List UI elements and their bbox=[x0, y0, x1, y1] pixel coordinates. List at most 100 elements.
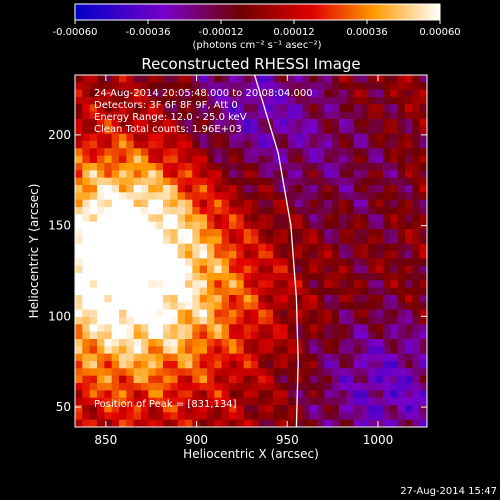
heatmap-cell bbox=[295, 346, 303, 355]
heatmap-cell bbox=[243, 214, 252, 223]
heatmap-cell bbox=[265, 390, 274, 399]
heatmap-cell bbox=[397, 265, 406, 274]
heatmap-cell bbox=[207, 251, 215, 259]
heatmap-cell bbox=[199, 383, 208, 391]
heatmap-cell bbox=[155, 111, 164, 120]
heatmap-cell bbox=[368, 192, 377, 201]
heatmap-cell bbox=[177, 148, 186, 157]
heatmap-cell bbox=[317, 419, 325, 427]
heatmap-cell bbox=[390, 163, 399, 171]
heatmap-cell bbox=[353, 133, 362, 142]
heatmap-cell bbox=[280, 405, 289, 413]
heatmap-cell bbox=[199, 375, 208, 384]
heatmap-cell bbox=[163, 236, 171, 245]
heatmap-cell bbox=[331, 251, 340, 259]
heatmap-cell bbox=[111, 353, 120, 362]
heatmap-cell bbox=[295, 221, 303, 230]
heatmap-cell bbox=[324, 353, 333, 362]
heatmap-cell bbox=[185, 141, 193, 149]
heatmap-cell bbox=[361, 97, 369, 105]
heatmap-cell bbox=[221, 346, 230, 355]
heatmap-cell bbox=[280, 346, 289, 355]
heatmap-cell bbox=[236, 207, 245, 215]
heatmap-cell bbox=[177, 273, 186, 281]
heatmap-cell bbox=[309, 199, 318, 208]
heatmap-cell bbox=[229, 148, 237, 157]
heatmap-cell bbox=[185, 82, 193, 91]
heatmap-cell bbox=[111, 273, 120, 281]
heatmap-cell bbox=[251, 163, 259, 171]
colorbar bbox=[74, 3, 441, 21]
heatmap-cell bbox=[104, 346, 113, 355]
heatmap-cell bbox=[104, 295, 113, 303]
heatmap-cell bbox=[258, 412, 267, 421]
heatmap-cell bbox=[170, 361, 179, 369]
heatmap-cell bbox=[192, 280, 201, 289]
heatmap-cell bbox=[199, 251, 208, 259]
heatmap-cell bbox=[111, 163, 120, 171]
y-tick-label: 200 bbox=[48, 128, 71, 142]
heatmap-cell bbox=[82, 185, 91, 193]
heatmap-cell bbox=[361, 82, 369, 91]
heatmap-cell bbox=[170, 82, 179, 91]
heatmap-cell bbox=[302, 302, 311, 311]
heatmap-cell bbox=[324, 302, 333, 311]
colorbar-tick-label: -0.00012 bbox=[199, 27, 244, 38]
heatmap-cell bbox=[148, 251, 157, 259]
heatmap-cell bbox=[412, 324, 421, 333]
heatmap-cell bbox=[111, 199, 120, 208]
heatmap-cell bbox=[280, 111, 289, 120]
heatmap-cell bbox=[229, 229, 237, 237]
heatmap-cell bbox=[119, 419, 127, 427]
heatmap-cell bbox=[412, 82, 421, 91]
heatmap-cell bbox=[207, 221, 215, 230]
heatmap-cell bbox=[214, 170, 223, 179]
heatmap-cell bbox=[229, 141, 237, 149]
heatmap-cell bbox=[339, 309, 347, 318]
heatmap-cell bbox=[280, 89, 289, 98]
heatmap-cell bbox=[111, 185, 120, 193]
heatmap-cell bbox=[383, 104, 391, 113]
heatmap-cell bbox=[75, 419, 83, 427]
heatmap-cell bbox=[265, 229, 274, 237]
heatmap-cell bbox=[236, 199, 245, 208]
heatmap-cell bbox=[148, 221, 157, 230]
heatmap-cell bbox=[295, 229, 303, 237]
heatmap-cell bbox=[339, 97, 347, 105]
heatmap-cell bbox=[324, 148, 333, 157]
heatmap-cell bbox=[104, 185, 113, 193]
heatmap-cell bbox=[97, 119, 105, 127]
heatmap-cell bbox=[243, 383, 252, 391]
heatmap-cell bbox=[287, 192, 296, 201]
heatmap-cell bbox=[383, 324, 391, 333]
heatmap-cell bbox=[199, 280, 208, 289]
heatmap-cell bbox=[185, 390, 193, 399]
heatmap-cell bbox=[419, 331, 427, 340]
heatmap-cell bbox=[412, 346, 421, 355]
heatmap-cell bbox=[383, 368, 391, 377]
heatmap-cell bbox=[317, 383, 325, 391]
heatmap-cell bbox=[243, 177, 252, 186]
heatmap-cell bbox=[405, 317, 413, 325]
heatmap-cell bbox=[265, 258, 274, 267]
heatmap-cell bbox=[163, 82, 171, 91]
heatmap-cell bbox=[309, 221, 318, 230]
heatmap-cell bbox=[361, 405, 369, 413]
heatmap-cell bbox=[185, 368, 193, 377]
heatmap-cell bbox=[170, 185, 179, 193]
heatmap-cell bbox=[265, 397, 274, 406]
heatmap-cell bbox=[273, 199, 281, 208]
heatmap-cell bbox=[155, 273, 164, 281]
heatmap-cell bbox=[192, 207, 201, 215]
heatmap-cell bbox=[295, 317, 303, 325]
heatmap-cell bbox=[287, 287, 296, 296]
heatmap-cell bbox=[346, 97, 355, 105]
heatmap-cell bbox=[243, 141, 252, 149]
heatmap-cell bbox=[199, 397, 208, 406]
heatmap-cell bbox=[412, 273, 421, 281]
heatmap-cell bbox=[97, 280, 105, 289]
heatmap-cell bbox=[155, 214, 164, 223]
heatmap-cell bbox=[89, 236, 98, 245]
heatmap-cell bbox=[287, 119, 296, 127]
heatmap-cell bbox=[207, 405, 215, 413]
